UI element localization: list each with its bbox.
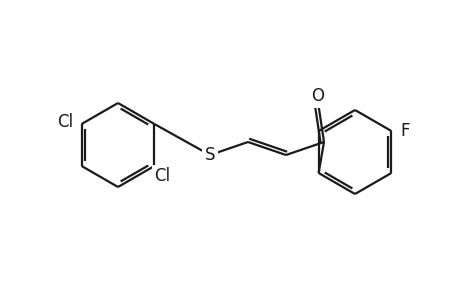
Text: Cl: Cl (154, 167, 170, 185)
Text: Cl: Cl (57, 113, 73, 131)
Text: F: F (400, 122, 409, 140)
Text: S: S (204, 146, 215, 164)
Text: O: O (311, 87, 324, 105)
